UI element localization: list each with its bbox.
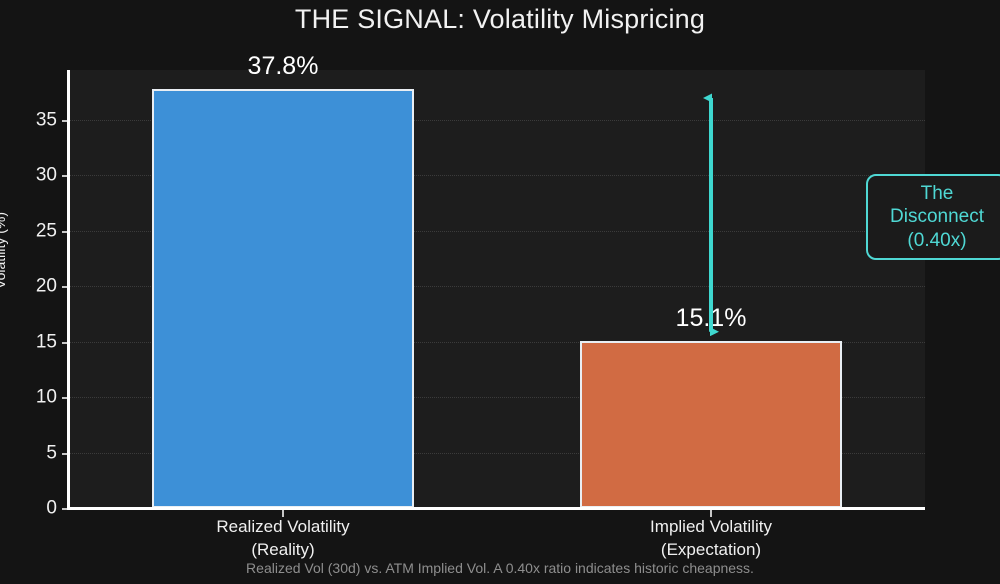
gridline <box>69 341 925 343</box>
callout-line-1: The <box>920 183 954 205</box>
callout-line-2: Disconnect <box>890 206 984 228</box>
bar <box>580 340 842 508</box>
y-tick-mark <box>62 175 68 178</box>
x-axis-label-line: (Expectation) <box>660 539 762 559</box>
y-tick-label: 30 <box>35 164 57 186</box>
gridline <box>69 119 925 121</box>
y-tick-label: 35 <box>35 109 57 131</box>
y-tick-label: 15 <box>35 331 57 353</box>
y-tick-label: 0 <box>46 497 57 519</box>
y-axis-label: Volatility (%) <box>0 211 8 289</box>
y-axis-line <box>67 70 70 510</box>
y-tick-mark <box>62 397 68 400</box>
plot-area: 0 5 10 15 20 25 30 35 <box>36 70 925 518</box>
y-tick-mark <box>62 119 68 122</box>
y-tick-mark <box>62 230 68 233</box>
x-axis-label-line: Realized Volatility <box>216 517 350 536</box>
chart-footnote: Realized Vol (30d) vs. ATM Implied Vol. … <box>246 560 754 576</box>
x-axis-line <box>67 507 925 510</box>
y-tick-label: 20 <box>35 275 57 297</box>
gridline <box>69 230 925 232</box>
gridline <box>69 397 925 399</box>
chart-title: THE SIGNAL: Volatility Mispricing <box>294 4 706 34</box>
y-tick-mark <box>62 286 68 289</box>
gridline <box>69 286 925 288</box>
y-tick-label: 10 <box>35 386 57 408</box>
x-axis-label-line: Implied Volatility <box>650 517 772 536</box>
bar-value-label: 37.8% <box>247 51 319 80</box>
gridline <box>69 175 925 177</box>
gridline <box>69 452 925 454</box>
x-axis-label: Implied Volatility (Expectation) <box>650 516 772 562</box>
y-tick-mark <box>62 452 68 455</box>
bar <box>152 88 414 508</box>
x-tick-mark <box>710 510 712 517</box>
disconnect-callout: The Disconnect (0.40x) <box>866 174 1000 260</box>
y-tick-label: 25 <box>35 220 57 242</box>
y-tick-mark <box>62 508 68 510</box>
disconnect-arrow-icon <box>703 93 719 337</box>
x-axis-label-line: (Reality) <box>251 539 315 559</box>
x-axis-label: Realized Volatility (Reality) <box>216 516 349 562</box>
y-tick-mark <box>62 341 68 344</box>
callout-line-3: (0.40x) <box>907 229 967 251</box>
y-tick-label: 5 <box>46 442 57 464</box>
x-tick-mark <box>282 510 284 517</box>
